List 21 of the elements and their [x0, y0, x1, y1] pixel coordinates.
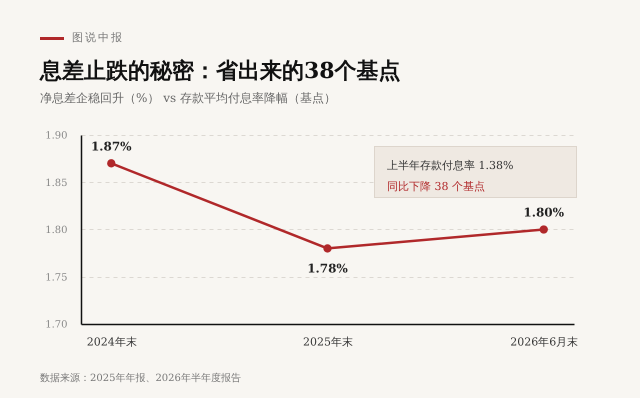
chart-subtitle: 净息差企稳回升（%） vs 存款平均付息率降幅（基点）: [40, 90, 336, 107]
text: 图说中报: [72, 30, 124, 45]
annotation: 同比下降 38 个基点: [387, 179, 486, 195]
data-label: 1.78%: [307, 261, 348, 276]
y-tick-label: 1.90: [45, 130, 68, 142]
x-tick-label: 2025年末: [303, 336, 353, 348]
point: [540, 225, 548, 234]
x-tick-label: 2026年6月末: [510, 336, 578, 348]
y-tick-label: 1.75: [45, 272, 68, 284]
chart-title: 息差止跌的秘密：省出来的38个基点: [40, 57, 401, 86]
point: [107, 159, 116, 168]
y-tick-label: 1.85: [45, 178, 68, 189]
y-tick-label: 1.70: [45, 320, 68, 330]
annotation: 上半年存款付息率 1.38%: [387, 158, 514, 174]
data-label: 1.80%: [523, 206, 565, 220]
x-tick-label: 2024年末: [86, 336, 137, 348]
note-box: 上半年存款付息率 1.38% 同比下降 38 个基点: [374, 146, 577, 198]
y-tick-label: 1.80: [45, 225, 68, 236]
point: [323, 244, 332, 253]
data-label: 1.87%: [90, 139, 132, 154]
source-note: 数据来源：2025年年报、2026年半年度报告: [40, 372, 241, 385]
